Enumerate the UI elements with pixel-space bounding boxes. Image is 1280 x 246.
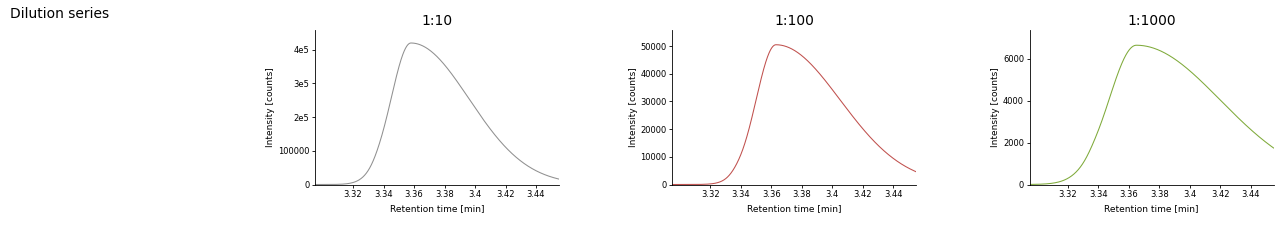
Y-axis label: Intensity [counts]: Intensity [counts] — [991, 67, 1000, 147]
Text: Dilution series: Dilution series — [10, 7, 109, 21]
Title: 1:100: 1:100 — [774, 14, 814, 28]
X-axis label: Retention time [min]: Retention time [min] — [389, 205, 484, 214]
X-axis label: Retention time [min]: Retention time [min] — [748, 205, 841, 214]
Y-axis label: Intensity [counts]: Intensity [counts] — [628, 67, 637, 147]
Y-axis label: Intensity [counts]: Intensity [counts] — [266, 67, 275, 147]
Title: 1:1000: 1:1000 — [1128, 14, 1176, 28]
Title: 1:10: 1:10 — [421, 14, 452, 28]
X-axis label: Retention time [min]: Retention time [min] — [1105, 205, 1199, 214]
